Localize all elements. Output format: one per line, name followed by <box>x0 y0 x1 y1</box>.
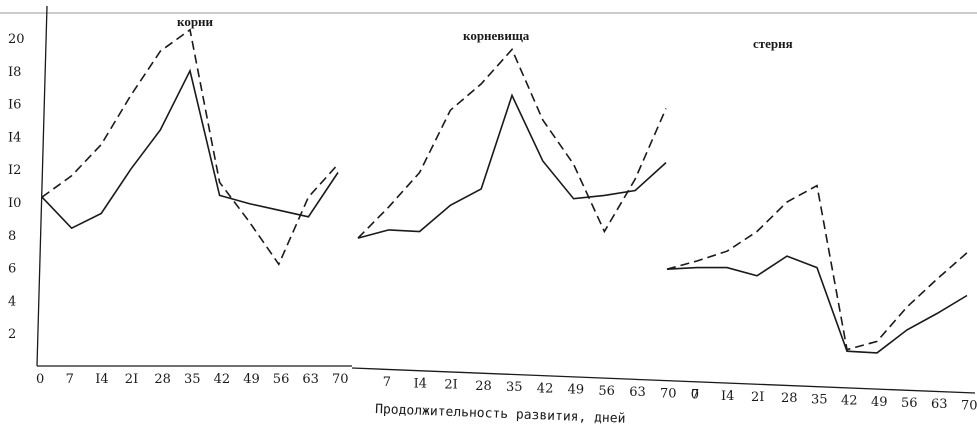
panel-1-series-solid <box>357 93 667 239</box>
y-tick-label-9: 20 <box>8 32 25 47</box>
panel-0-x-tick-10: 70 <box>332 372 349 387</box>
y-tick-label-6: I4 <box>8 130 21 145</box>
y-tick-label-4: I0 <box>8 196 21 211</box>
panel-1-x-tick-7: 56 <box>598 384 615 399</box>
y-axis-line <box>36 5 48 367</box>
panel-2-x-tick-9: 70 <box>961 398 977 413</box>
panel-2-x-tick-0: 7 <box>691 388 699 403</box>
panel-2-x-tick-6: 49 <box>871 395 888 410</box>
panel-2: стерня 7 I4 2I 28 35 42 49 56 63 70 <box>666 36 977 413</box>
panel-0-series-solid <box>41 68 339 230</box>
panel-1-x-tick-1: I4 <box>414 377 427 392</box>
panel-1-x-tick-9: 70 <box>660 386 677 401</box>
panel-1-x-tick-8: 63 <box>629 385 646 400</box>
panel-2-series-dashed <box>666 184 968 351</box>
y-tick-label-1: 4 <box>8 294 16 309</box>
panel-1-series-dashed <box>357 48 667 239</box>
panel-2-x-tick-3: 28 <box>781 391 798 406</box>
x-axis-label: Продолжительность развития, дней <box>375 402 626 427</box>
panel-1-x-tick-3: 28 <box>475 379 492 394</box>
panel-2-x-tick-4: 35 <box>811 392 828 407</box>
panel-0-x-tick-1: 7 <box>66 372 74 387</box>
panel-1-x-tick-6: 49 <box>568 383 585 398</box>
panel-title-2: стерня <box>753 36 793 51</box>
y-tick-label-7: I6 <box>8 98 21 113</box>
panel-0-x-tick-3: 2I <box>125 372 138 387</box>
panel-0-x-tick-9: 63 <box>302 372 319 387</box>
y-tick-label-5: I2 <box>8 163 21 178</box>
x-axis-line-right <box>351 367 976 394</box>
panel-1: корневища 7 I4 2I 28 35 42 49 56 63 70 0 <box>357 28 699 403</box>
panel-0-x-tick-7: 49 <box>243 372 260 387</box>
panel-2-x-tick-5: 42 <box>841 394 858 409</box>
panel-1-x-tick-4: 35 <box>506 380 523 395</box>
panel-2-x-tick-2: 2I <box>751 390 764 405</box>
y-tick-label-3: 8 <box>8 229 16 244</box>
y-axis-ticks: 2 4 6 8 I0 I2 I4 I6 I8 20 <box>8 32 25 342</box>
panel-2-series-solid <box>666 255 968 354</box>
panel-1-x-tick-10: 0 <box>691 388 699 403</box>
panel-0-x-tick-2: I4 <box>95 372 108 387</box>
panel-0-x-tick-5: 35 <box>184 372 201 387</box>
panel-0-x-tick-6: 42 <box>214 372 231 387</box>
panel-0-x-tick-0: 0 <box>36 372 44 387</box>
y-tick-label-0: 2 <box>8 327 16 342</box>
panel-0-series-dashed <box>41 28 339 266</box>
panel-2-x-tick-1: I4 <box>721 389 734 404</box>
y-tick-label-8: I8 <box>8 65 21 80</box>
panel-1-x-tick-5: 42 <box>537 381 554 396</box>
panel-2-x-tick-8: 63 <box>931 397 948 412</box>
panel-title-0: корни <box>177 14 214 29</box>
y-tick-label-2: 6 <box>8 262 16 277</box>
panel-1-x-tick-0: 7 <box>383 375 391 390</box>
panel-1-x-tick-2: 2I <box>444 378 457 393</box>
panel-0-x-tick-4: 28 <box>154 372 171 387</box>
panel-0-x-tick-8: 56 <box>273 372 290 387</box>
panel-2-x-tick-7: 56 <box>901 396 918 411</box>
panel-0: корни 0 7 I4 2I 28 35 42 49 56 63 70 <box>36 14 349 387</box>
panel-title-1: корневища <box>463 28 530 43</box>
